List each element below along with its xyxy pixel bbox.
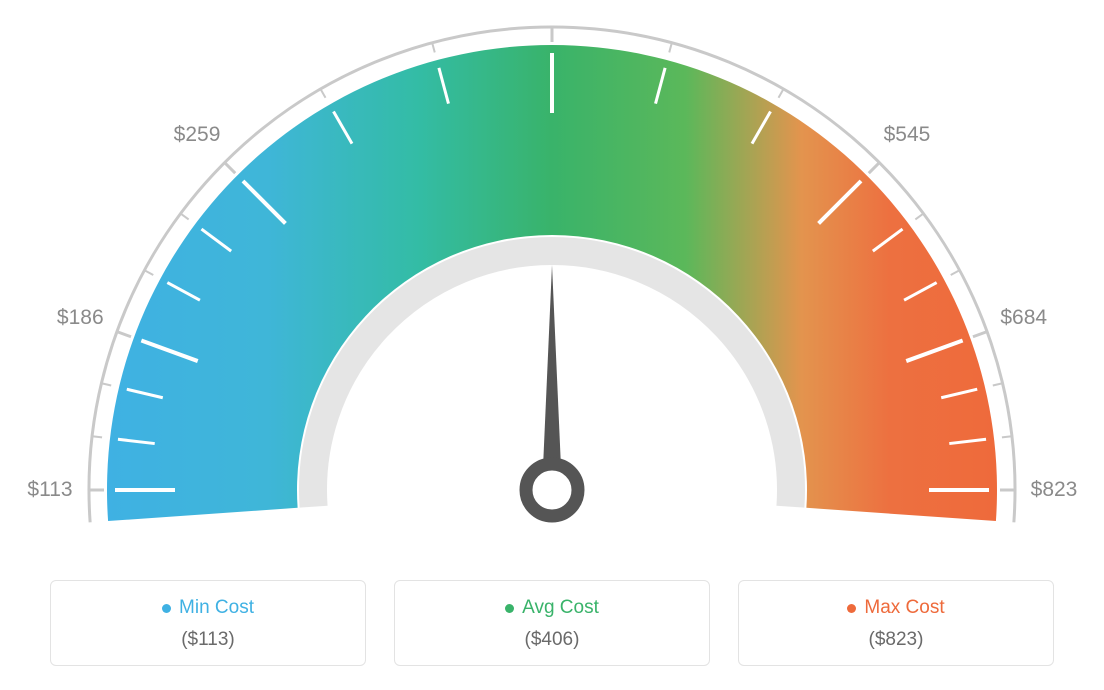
- legend-value-min: ($113): [61, 629, 355, 651]
- gauge-chart-container: { "gauge": { "type": "gauge", "cx": 552,…: [0, 0, 1104, 690]
- legend-row: Min Cost ($113) Avg Cost ($406) Max Cost…: [50, 580, 1054, 666]
- legend-card-max: Max Cost ($823): [738, 580, 1054, 666]
- gauge-tick-label: $259: [174, 123, 221, 147]
- gauge-svg: [0, 0, 1104, 560]
- legend-dot-icon: [847, 604, 856, 613]
- legend-value-avg: ($406): [405, 629, 699, 651]
- legend-title-text: Avg Cost: [522, 597, 599, 619]
- legend-title-min: Min Cost: [162, 597, 254, 619]
- legend-title-avg: Avg Cost: [505, 597, 599, 619]
- legend-card-avg: Avg Cost ($406): [394, 580, 710, 666]
- legend-title-max: Max Cost: [847, 597, 944, 619]
- gauge-area: $113$186$259$406$545$684$823: [0, 0, 1104, 560]
- gauge-tick-label: $186: [57, 306, 104, 330]
- legend-title-text: Max Cost: [864, 597, 944, 619]
- legend-value-max: ($823): [749, 629, 1043, 651]
- legend-card-min: Min Cost ($113): [50, 580, 366, 666]
- gauge-tick-label: $545: [884, 123, 931, 147]
- legend-dot-icon: [505, 604, 514, 613]
- gauge-tick-label: $684: [1000, 306, 1047, 330]
- gauge-tick-label: $113: [27, 478, 72, 502]
- gauge-tick-label: $823: [1031, 478, 1078, 502]
- legend-dot-icon: [162, 604, 171, 613]
- legend-title-text: Min Cost: [179, 597, 254, 619]
